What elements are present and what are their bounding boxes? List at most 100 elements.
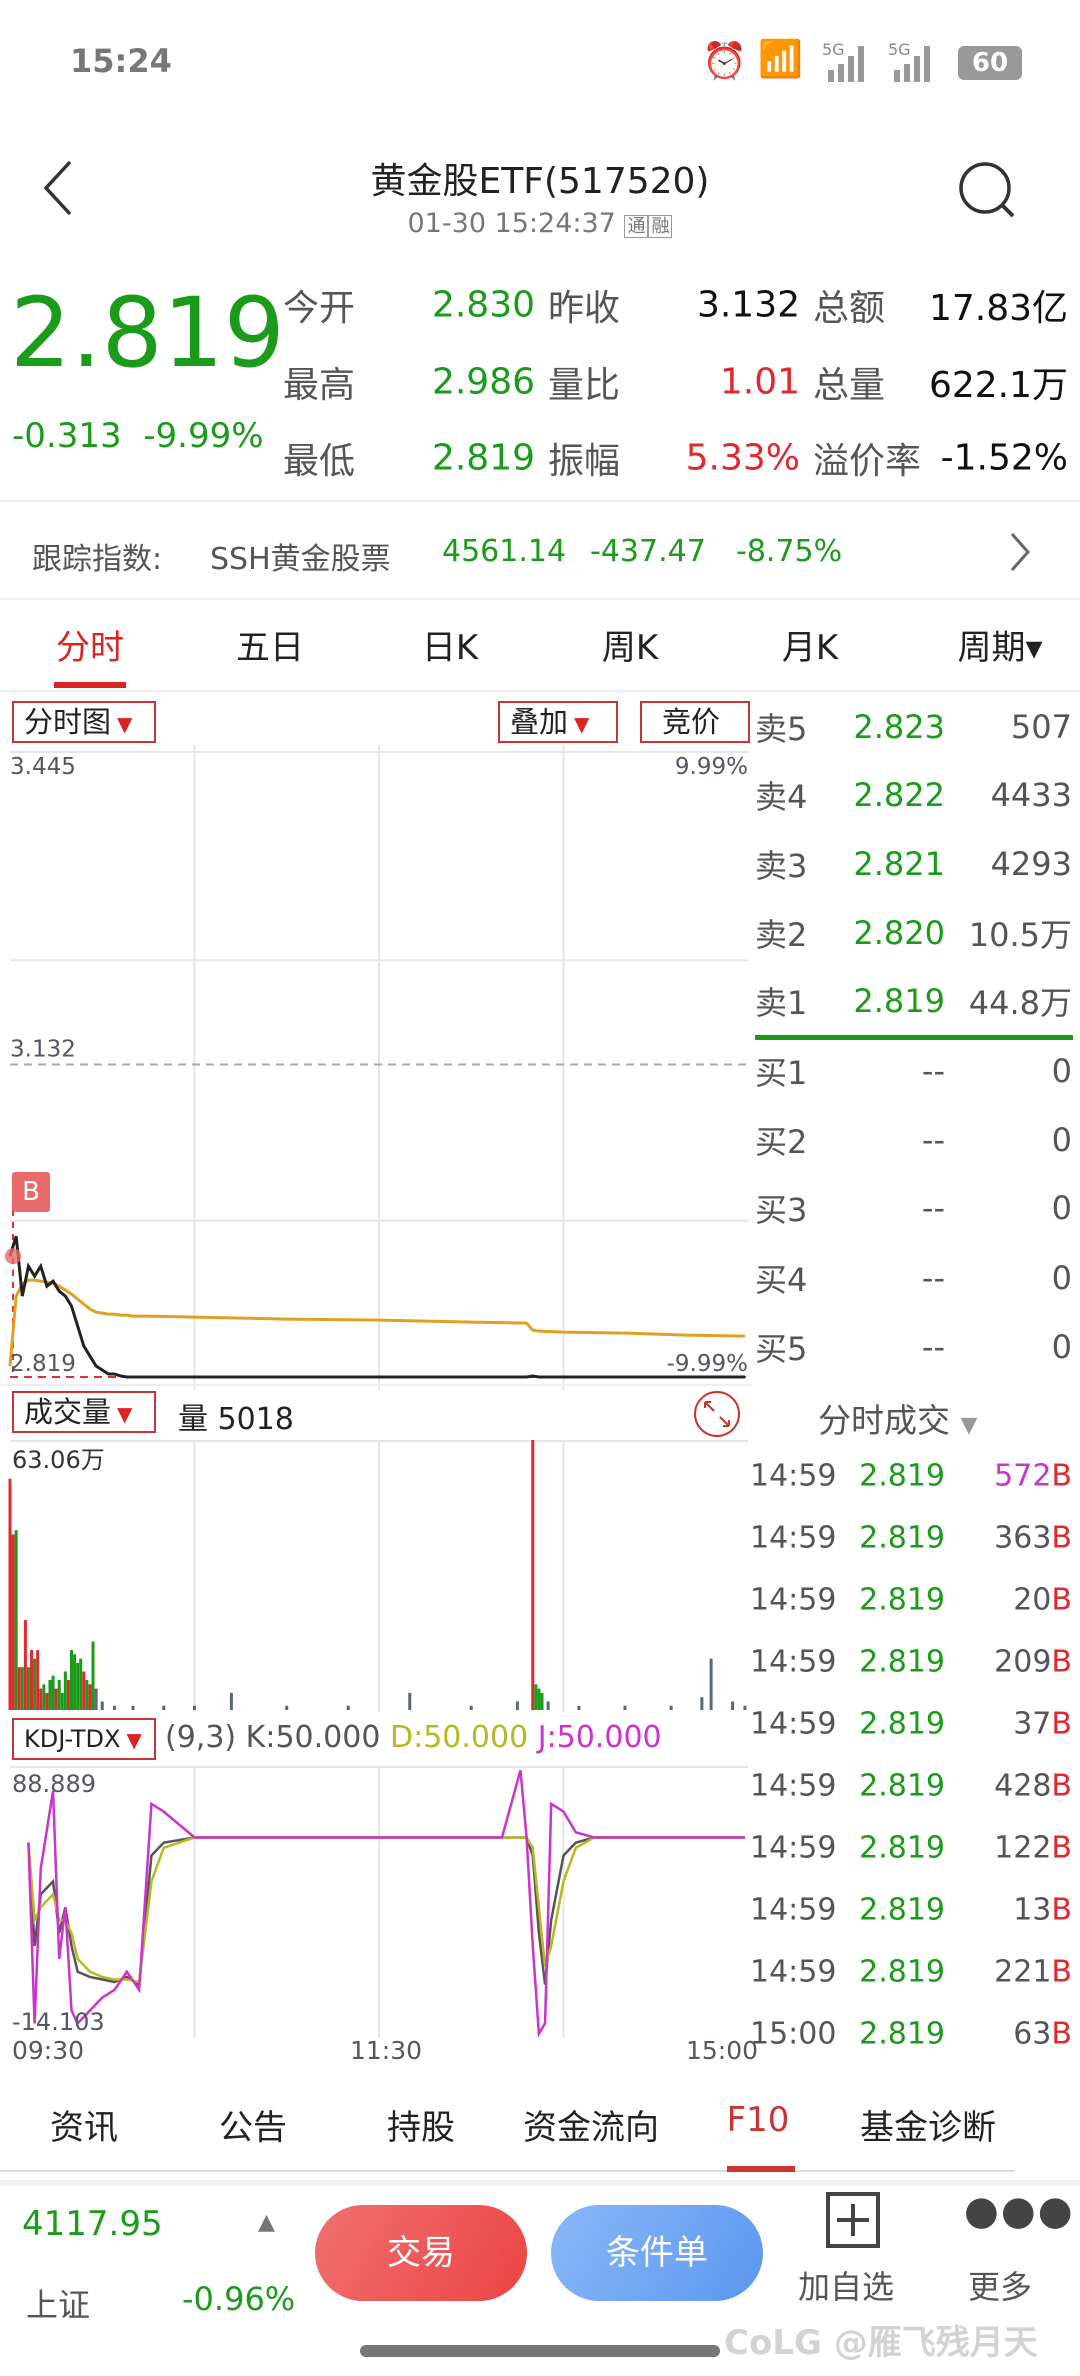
volume-bar [11, 1534, 15, 1710]
kdj-d: D:50.000 [389, 1720, 529, 1755]
indicator-select-kdj[interactable]: KDJ-TDX ▼ [12, 1718, 156, 1760]
trade-volume: 63B [1013, 2017, 1072, 2052]
index-pct: -0.96% [182, 2280, 296, 2318]
trade-time: 14:59 [750, 1768, 837, 1804]
tab-info[interactable]: 资金流向 [523, 2108, 659, 2148]
volume-bar [26, 1667, 30, 1710]
expand-up-icon[interactable]: ▲ [258, 2210, 275, 2235]
stat-label: 最高 [283, 365, 356, 406]
trade-volume: 20B [1013, 1583, 1072, 1618]
change-value: -0.313 [12, 416, 122, 456]
trade-vol-value: 37 [1013, 1706, 1052, 1742]
tab-period[interactable]: 周K [601, 628, 659, 668]
tab-period[interactable]: 五日 [236, 628, 304, 668]
chart-type-label: 分时图 [24, 705, 112, 739]
kdj-k: K:50.000 [245, 1720, 381, 1755]
tab-info[interactable]: 持股 [387, 2108, 455, 2148]
trade-price: 2.819 [859, 1582, 945, 1618]
trade-price: 2.819 [859, 1892, 945, 1928]
volume-bar [48, 1680, 52, 1710]
margin-badge: 融 [648, 215, 673, 238]
book-volume: 0 [1051, 1259, 1072, 1297]
chart-type-select[interactable]: 分时图 ▼ [12, 701, 156, 743]
volume-bar [36, 1650, 40, 1710]
trade-time: 14:59 [750, 1520, 837, 1556]
signal-5g-icon: 5G [822, 40, 845, 59]
volume-bar [515, 1701, 519, 1710]
trade-side: B [1051, 1458, 1072, 1494]
book-level-label: 卖2 [755, 916, 808, 954]
volume-bar [70, 1650, 73, 1710]
book-level-label: 买5 [755, 1330, 808, 1368]
more-dots-icon: ●●● [964, 2188, 1075, 2234]
tab-info[interactable]: F10 [726, 2100, 790, 2140]
trade-time: 14:59 [750, 1582, 837, 1618]
back-arrow-icon[interactable] [38, 158, 78, 218]
volume-bar [85, 1680, 89, 1710]
trade-volume: 13B [1013, 1893, 1072, 1928]
y-axis-label: 9.99% [675, 754, 748, 780]
volume-bar [57, 1680, 61, 1710]
book-volume: 0 [1051, 1189, 1072, 1227]
tab-period[interactable]: 分时 [56, 628, 124, 668]
dropdown-icon: ▼ [126, 1728, 142, 1752]
kdj-label: KDJ-TDX [24, 1725, 121, 1753]
auction-button[interactable]: 竞价 [640, 701, 750, 743]
book-level-label: 买4 [755, 1261, 808, 1299]
tab-info[interactable]: 公告 [219, 2108, 287, 2148]
trade-time: 15:00 [750, 2016, 837, 2052]
trade-price: 2.819 [859, 1644, 945, 1680]
tracking-index-bar[interactable]: 跟踪指数: SSH黄金股票 4561.14 -437.47 -8.75% [0, 500, 1080, 600]
tab-info[interactable]: 基金诊断 [860, 2108, 996, 2148]
condition-order-button[interactable]: 条件单 [551, 2205, 763, 2301]
indicator-select-volume[interactable]: 成交量 ▼ [12, 1391, 156, 1433]
volume-bar [669, 1705, 673, 1710]
buy-marker[interactable]: B [12, 1172, 50, 1212]
price-chart[interactable]: 3.445 3.132 2.819 9.99% -9.99% [0, 745, 752, 1390]
trade-price: 2.819 [859, 2016, 945, 2052]
trade-time: 14:59 [750, 1954, 837, 1990]
plus-square-icon [826, 2192, 880, 2248]
page-title: 黄金股ETF(517520) [370, 161, 710, 202]
overlay-select[interactable]: 叠加 ▼ [498, 701, 618, 743]
trade-button[interactable]: 交易 [315, 2205, 527, 2301]
book-volume: 4433 [990, 776, 1072, 814]
home-indicator[interactable] [360, 2345, 720, 2357]
kdj-params: (9,3) [165, 1720, 237, 1755]
trade-time: 14:59 [750, 1458, 837, 1494]
trade-vol-value: 20 [1013, 1582, 1052, 1618]
chevron-right-icon [1010, 533, 1031, 571]
tracking-pct: -8.75% [736, 534, 843, 569]
expand-icon[interactable] [692, 1389, 742, 1439]
status-time: 15:24 [70, 42, 172, 80]
tab-period[interactable]: 周期▾ [957, 628, 1043, 668]
trade-volume: 221B [994, 1955, 1072, 1990]
trades-select[interactable]: 分时成交 ▼ [818, 1394, 977, 1442]
tracking-value: 4561.14 [442, 534, 567, 569]
tracking-change: -437.47 [590, 534, 706, 569]
tab-period[interactable]: 月K [781, 628, 839, 668]
more-button[interactable]: ●●● 更多 [960, 2188, 1073, 2322]
volume-bar [346, 1705, 350, 1710]
volume-bar [469, 1705, 473, 1710]
tab-info[interactable]: 资讯 [50, 2108, 118, 2148]
volume-bar [23, 1620, 27, 1710]
dropdown-icon: ▼ [117, 1402, 133, 1426]
tab-period[interactable]: 日K [421, 628, 479, 668]
book-volume: 0 [1051, 1052, 1072, 1090]
stat-value: 3.132 [696, 284, 800, 326]
book-level-label: 买2 [755, 1123, 808, 1161]
book-price: -- [921, 1052, 945, 1090]
trade-vol-value: 363 [994, 1520, 1052, 1556]
search-icon[interactable] [955, 158, 1019, 222]
trade-side: B [1051, 1954, 1072, 1990]
trade-time: 14:59 [750, 1644, 837, 1680]
add-watchlist-button[interactable]: 加自选 [798, 2192, 908, 2322]
divider [0, 2180, 1080, 2186]
trade-volume: 428B [994, 1769, 1072, 1804]
book-level-label: 买1 [755, 1054, 808, 1092]
volume-bar [51, 1675, 55, 1710]
index-value[interactable]: 4117.95 [22, 2204, 163, 2244]
book-price: 2.821 [853, 845, 945, 883]
average-line [8, 1278, 745, 1367]
